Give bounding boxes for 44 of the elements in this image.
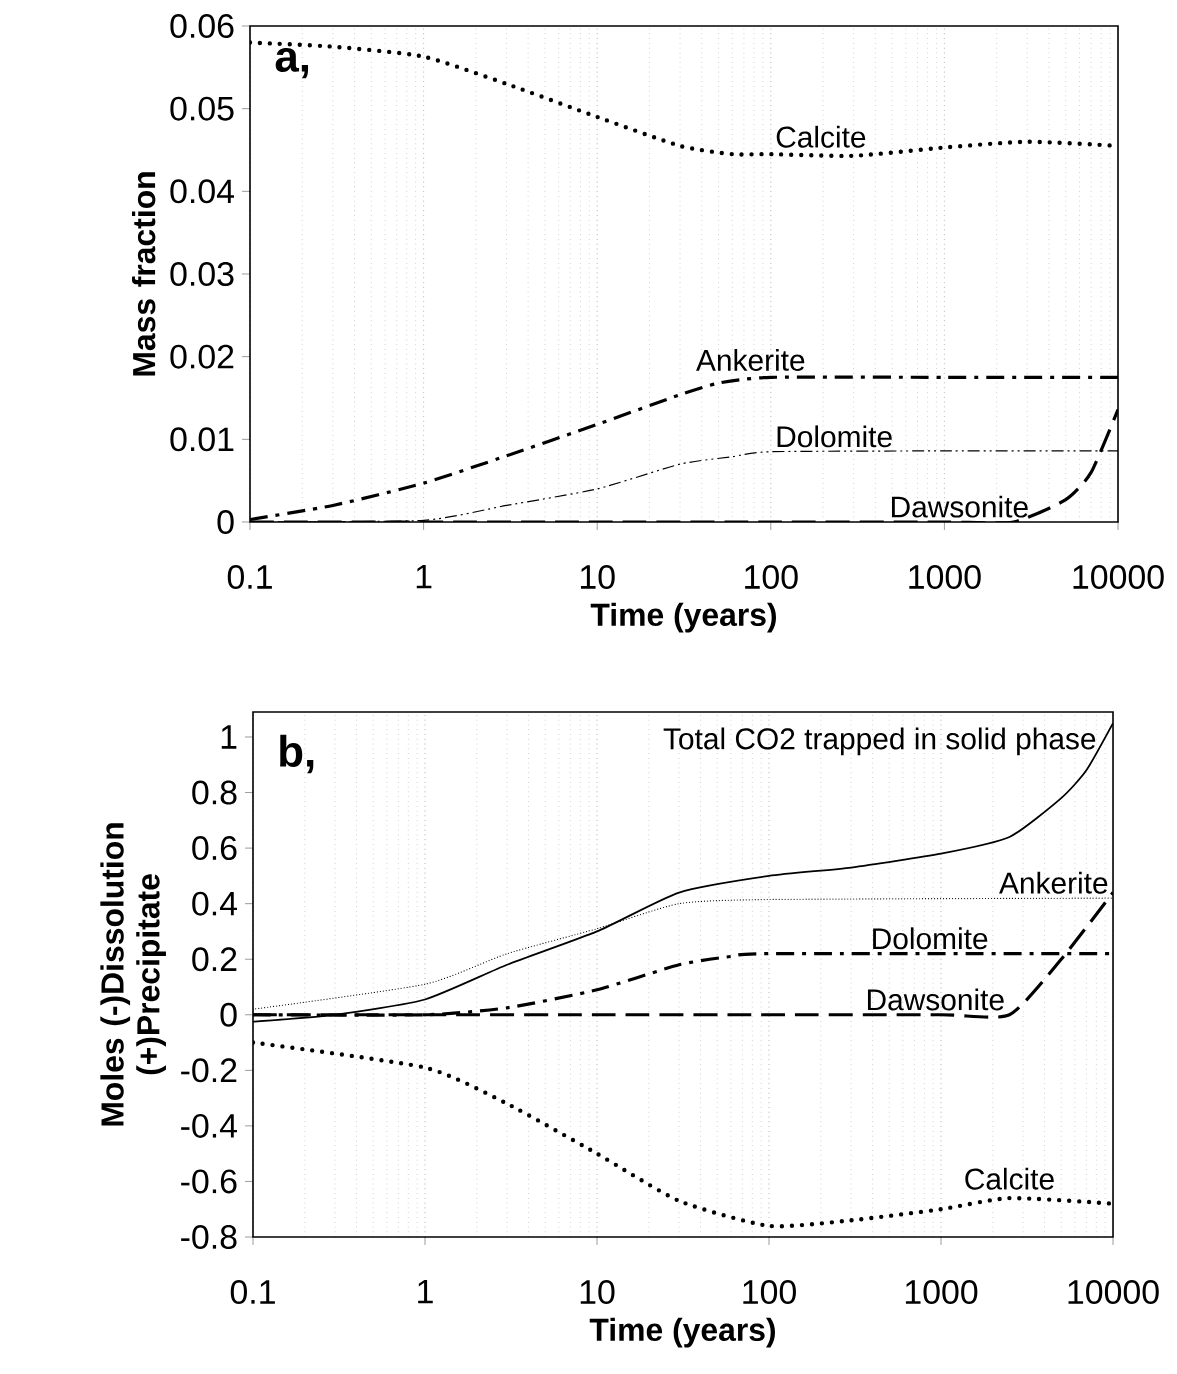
series-label: Dawsonite [867, 988, 1004, 1011]
y-tick-label: -0.8 [181, 1225, 237, 1249]
y-tick-label: 0.6 [192, 836, 237, 861]
x-tick-label: 10 [580, 565, 615, 589]
y-tick-label: 0.2 [192, 947, 237, 972]
series-label: Ankerite [696, 348, 805, 371]
y-tick-label: 0.04 [170, 179, 234, 204]
series-label: Calcite [965, 1167, 1054, 1190]
x-tick-label: 1000 [909, 565, 981, 589]
y-tick-label: 0.02 [170, 344, 234, 369]
y-tick-label: -0.6 [181, 1169, 237, 1194]
x-tick-label: 10 [580, 1280, 615, 1305]
x-tick-label: 10000 [1068, 1280, 1159, 1305]
series-label: Total CO2 trapped in solid phase [663, 727, 1096, 756]
series-label: Ankerite [999, 871, 1108, 894]
y-tick-label: 0 [217, 509, 234, 534]
x-tick-label: 1000 [905, 1280, 978, 1305]
series-label: Dolomite [873, 927, 988, 950]
y-tick-label: -0.4 [181, 1113, 238, 1138]
x-axis-title: Time (years) [589, 1317, 775, 1348]
y-tick-label: 0.01 [170, 427, 234, 452]
x-tick-label: 0.1 [230, 1280, 275, 1305]
x-tick-label: 1 [418, 1280, 433, 1304]
y-tick-label: 1 [221, 725, 237, 749]
y-tick-label: 0.8 [192, 780, 237, 805]
series-label: Dawsonite [892, 495, 1028, 518]
y-tick-label: 0.05 [170, 96, 234, 121]
y-axis-title: Mass fraction [131, 172, 156, 376]
y-axis-title: Moles (-)Dissolution (+)Precipitate [100, 823, 166, 1126]
annotation: b, [280, 734, 314, 774]
series-label: Calcite [776, 125, 866, 148]
x-tick-label: 100 [743, 1280, 796, 1305]
x-tick-label: 1 [416, 564, 432, 589]
x-tick-label: 10000 [1073, 565, 1164, 589]
y-tick-label: 0.06 [170, 14, 234, 38]
series-label: Dolomite [777, 425, 892, 448]
y-tick-label: 0 [220, 1002, 237, 1027]
x-tick-label: 0.1 [227, 565, 272, 589]
y-tick-label: 0.4 [192, 891, 238, 916]
x-tick-label: 100 [745, 565, 798, 589]
y-tick-label: -0.2 [181, 1058, 237, 1083]
annotation: a, [275, 47, 309, 79]
y-tick-label: 0.03 [170, 262, 234, 286]
x-axis-title: Time (years) [590, 602, 776, 633]
